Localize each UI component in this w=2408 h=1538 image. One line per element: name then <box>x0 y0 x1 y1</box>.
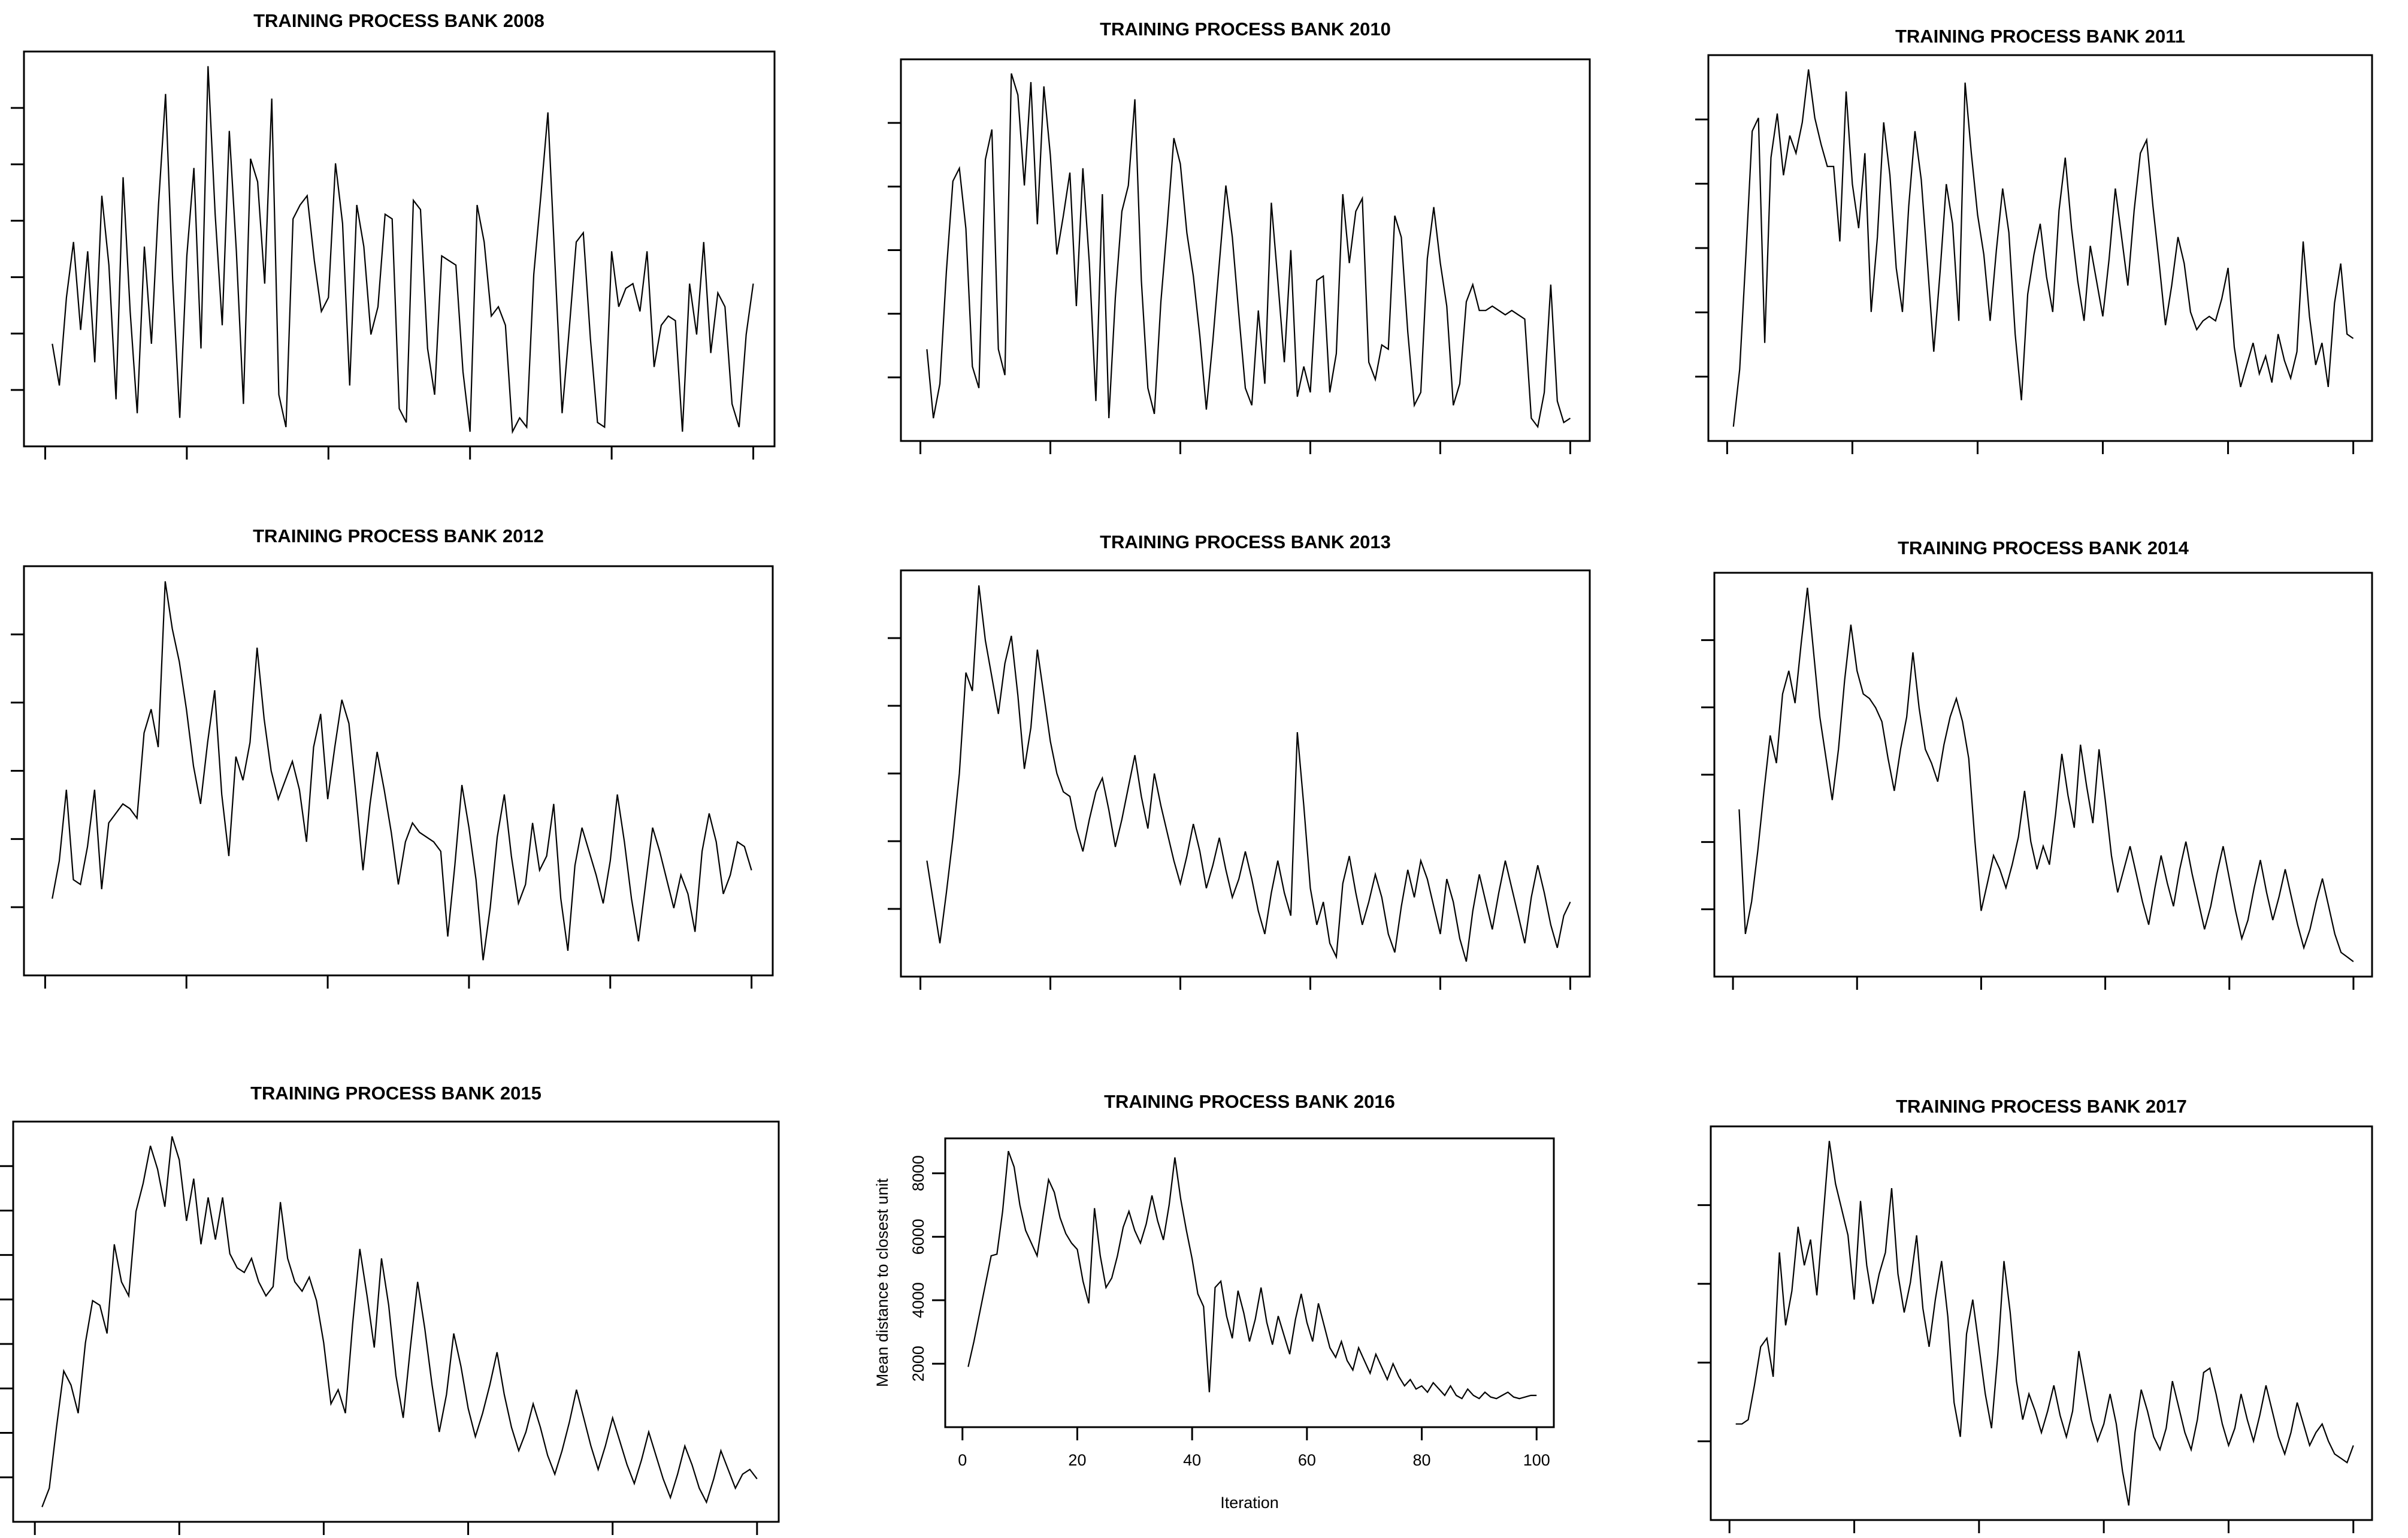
plot-title-2011: TRAINING PROCESS BANK 2011 <box>1895 26 2186 47</box>
x-tick-label: 40 <box>1183 1451 1201 1469</box>
x-tick-label: 20 <box>1068 1451 1086 1469</box>
y-tick-label: 4000 <box>909 1282 927 1318</box>
plot-title-2014: TRAINING PROCESS BANK 2014 <box>1898 537 2189 558</box>
series-line-2016 <box>967 1150 1537 1400</box>
axis-ticks-2011 <box>1695 118 2355 454</box>
axis-ticks-2014 <box>1701 639 2355 990</box>
series-line-2012 <box>52 581 752 960</box>
series-line-2013 <box>926 585 1571 962</box>
plot-title-2013: TRAINING PROCESS BANK 2013 <box>1100 531 1391 552</box>
plot-frame-2013 <box>900 569 1591 978</box>
y-tick-label: 2000 <box>909 1346 927 1382</box>
axis-ticks-2008 <box>11 107 755 460</box>
y-tick-label: 6000 <box>909 1219 927 1255</box>
plot-title-2012: TRAINING PROCESS BANK 2012 <box>253 525 544 546</box>
plot-title-2017: TRAINING PROCESS BANK 2017 <box>1896 1096 2187 1117</box>
plot-frame-2008 <box>23 50 776 448</box>
series-line-2017 <box>1735 1141 2354 1506</box>
x-tick-label: 80 <box>1413 1451 1431 1469</box>
plot-frame-2012 <box>23 565 774 977</box>
plot-2014 <box>1701 572 2373 990</box>
plot-2013 <box>888 569 1591 990</box>
axis-ticks-2010 <box>888 122 1571 454</box>
plot-frame-2015 <box>12 1120 780 1523</box>
series-line-2008 <box>52 66 754 434</box>
plot-title-2015: TRAINING PROCESS BANK 2015 <box>250 1083 542 1104</box>
plot-title-2008: TRAINING PROCESS BANK 2008 <box>253 10 544 31</box>
x-tick-label: 0 <box>958 1451 967 1469</box>
plot-2012 <box>11 565 774 989</box>
axis-ticks-2017 <box>1698 1204 2355 1533</box>
plot-title-2010: TRAINING PROCESS BANK 2010 <box>1100 19 1391 40</box>
plot-frame-2011 <box>1707 54 2373 442</box>
axis-ticks-2016: 2000 4000 6000 8000 0 20 40 60 80 100 <box>909 1155 1550 1469</box>
plot-title-2016: TRAINING PROCESS BANK 2016 <box>1104 1091 1395 1112</box>
plot-2016: 2000 4000 6000 8000 0 20 40 60 80 100 Mean distanc… <box>873 1137 1555 1512</box>
x-tick-label: 60 <box>1298 1451 1316 1469</box>
plot-2011 <box>1695 54 2373 454</box>
plot-2008 <box>11 50 776 460</box>
plot-2015 <box>0 1120 780 1535</box>
series-line-2011 <box>1732 69 2354 427</box>
y-axis-label: Mean distance to closest unit <box>873 1178 891 1387</box>
series-line-2014 <box>1738 587 2354 962</box>
plot-2017 <box>1698 1125 2373 1533</box>
x-axis-label: Iteration <box>1220 1494 1279 1512</box>
series-line-2015 <box>41 1136 758 1507</box>
axis-ticks-2013 <box>888 637 1571 990</box>
x-tick-label: 100 <box>1523 1451 1550 1469</box>
y-tick-label: 8000 <box>909 1155 927 1191</box>
series-line-2010 <box>926 73 1571 429</box>
plot-2010 <box>888 58 1591 454</box>
axis-ticks-2015 <box>0 1165 758 1535</box>
axis-ticks-2012 <box>11 633 753 989</box>
plot-frame-2016 <box>944 1137 1555 1428</box>
plot-frame-2017 <box>1710 1125 2373 1521</box>
